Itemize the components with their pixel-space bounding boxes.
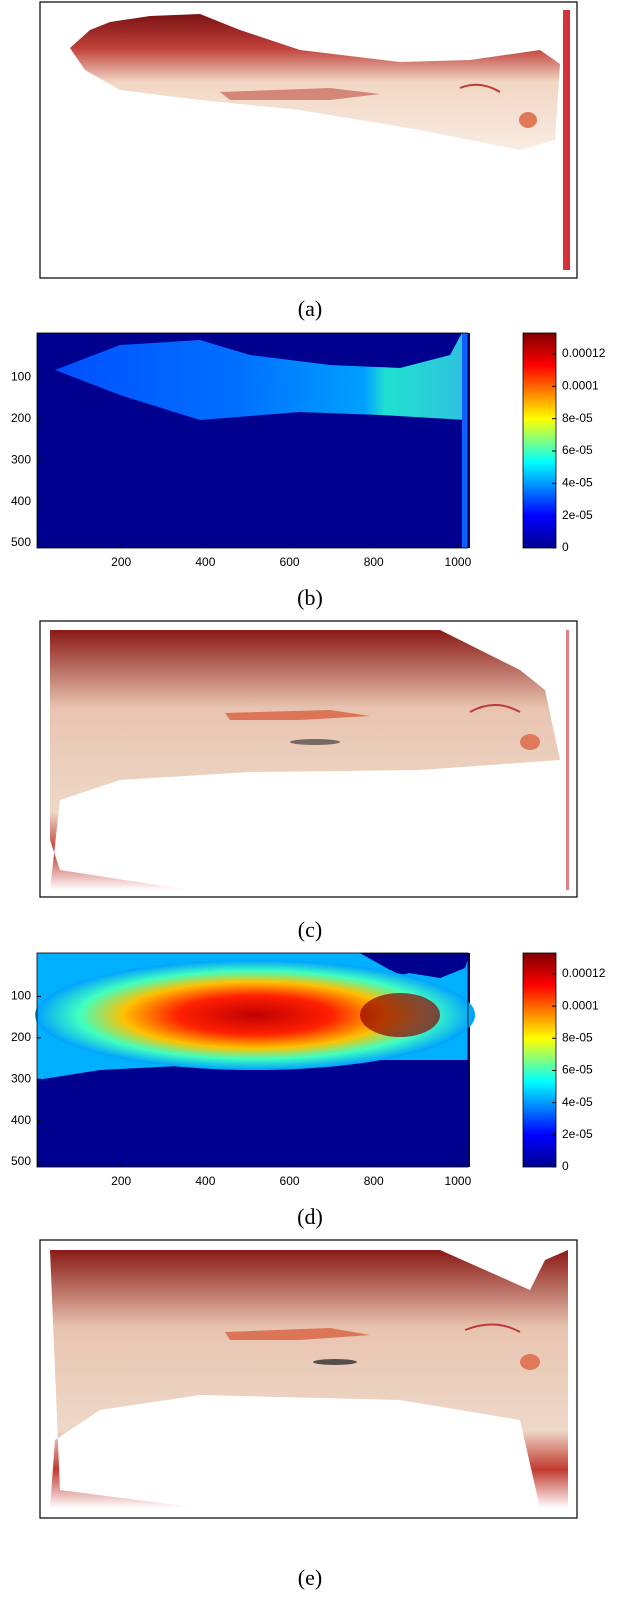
axes-frame: [36, 952, 469, 1168]
panel-label: (c): [298, 917, 322, 942]
heatmap-b: [37, 333, 470, 548]
axes-frame: [36, 332, 469, 549]
x-tick-label: 600: [280, 1174, 300, 1188]
y-tick-label: 200: [11, 411, 31, 425]
x-tick-label: 400: [195, 1174, 215, 1188]
heatmap-d: [35, 953, 475, 1167]
colorbar-tick-label: 4e-05: [562, 1095, 593, 1109]
panel-label: (b): [297, 585, 323, 610]
x-tick-label: 600: [280, 555, 300, 569]
colorbar-tick-label: 4e-05: [562, 476, 593, 490]
x-tick-label: 1000: [445, 1174, 472, 1188]
y-tick-label: 400: [11, 1113, 31, 1127]
colorbar-tick-label: 2e-05: [562, 1127, 593, 1141]
colorbar-tick-label: 0: [562, 540, 569, 554]
colorbar-tick-label: 2e-05: [562, 508, 593, 522]
y-tick-label: 100: [11, 989, 31, 1003]
y-tick-label: 500: [11, 1154, 31, 1168]
x-tick-label: 800: [364, 555, 384, 569]
x-tick-label: 1000: [445, 555, 472, 569]
panel-label: (a): [298, 296, 322, 321]
photo-a: [39, 1, 578, 279]
panel-label: (e): [298, 1565, 322, 1590]
y-tick-label: 300: [11, 1071, 31, 1085]
colorbar-tick-label: 6e-05: [562, 1063, 593, 1077]
y-tick-label: 400: [11, 494, 31, 508]
x-tick-label: 400: [195, 555, 215, 569]
colorbar-tick-label: 8e-05: [562, 411, 593, 425]
colorbar-tick-label: 0.00012: [562, 346, 606, 360]
x-tick-label: 800: [364, 1174, 384, 1188]
colorbar: [522, 332, 557, 549]
panel-label: (d): [297, 1204, 323, 1229]
colorbar-tick-label: 0.0001: [562, 998, 599, 1012]
y-tick-label: 100: [11, 370, 31, 384]
photo-c: [39, 620, 578, 898]
colorbar: [522, 952, 557, 1168]
colorbar-tick-label: 8e-05: [562, 1030, 593, 1044]
colorbar-tick-label: 6e-05: [562, 443, 593, 457]
y-tick-label: 200: [11, 1030, 31, 1044]
x-tick-label: 200: [111, 1174, 131, 1188]
colorbar-tick-label: 0: [562, 1159, 569, 1173]
photo-e: [39, 1239, 578, 1519]
y-tick-label: 500: [11, 535, 31, 549]
y-tick-label: 300: [11, 452, 31, 466]
colorbar-tick-label: 0.00012: [562, 966, 606, 980]
x-tick-label: 200: [111, 555, 131, 569]
colorbar-tick-label: 0.0001: [562, 379, 599, 393]
